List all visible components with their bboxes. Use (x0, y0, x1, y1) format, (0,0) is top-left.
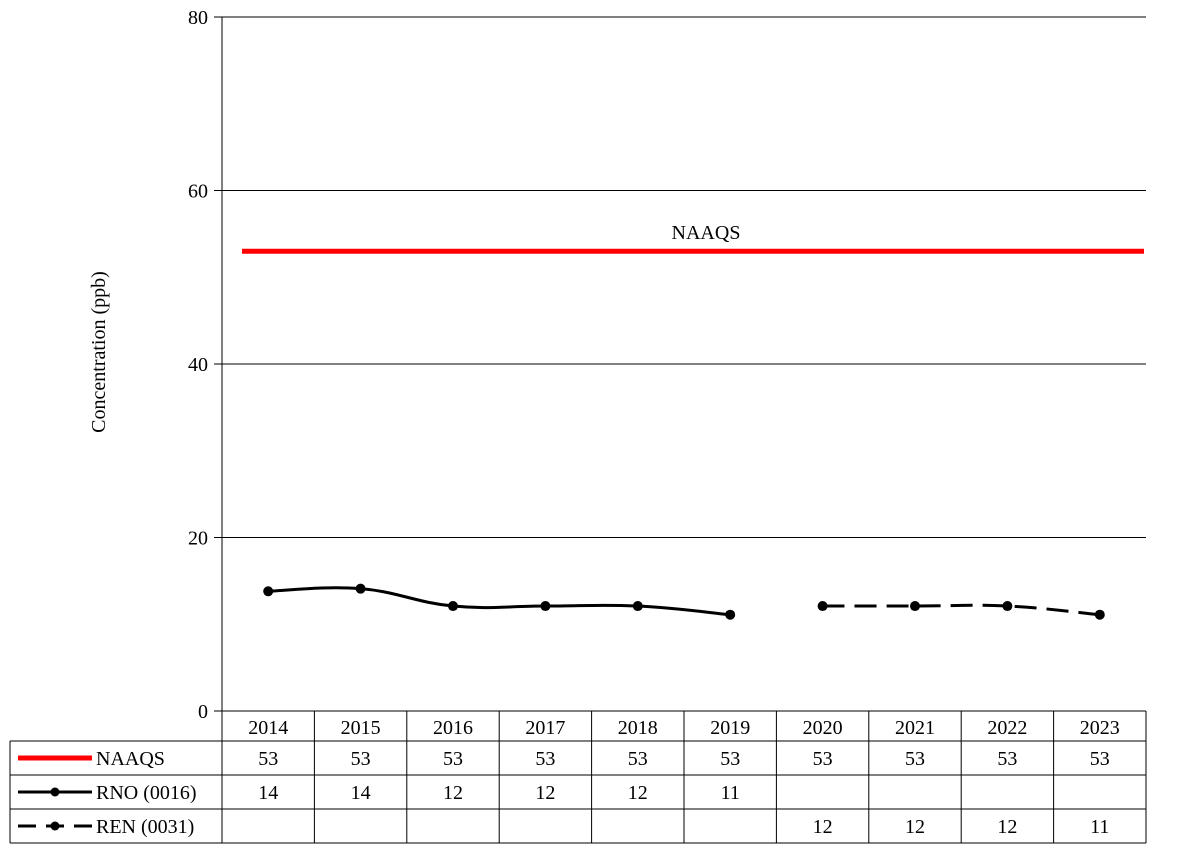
y-axis-label: Concentration (ppb) (88, 271, 110, 433)
data-point (540, 601, 551, 612)
series-line-2 (822, 603, 1100, 617)
x-tick-label: 2019 (710, 717, 750, 739)
data-point (817, 601, 828, 612)
x-tick-label: 2014 (248, 717, 288, 739)
data-point (1002, 601, 1013, 612)
y-tick-label: 40 (188, 354, 208, 376)
legend-label: RNO (0016) (96, 782, 197, 804)
x-tick-label: 2017 (525, 717, 565, 739)
data-label: 53 (813, 748, 833, 770)
data-point (725, 609, 736, 620)
data-label: 53 (720, 748, 740, 770)
y-tick-label: 20 (188, 528, 208, 550)
data-label: 12 (628, 782, 648, 804)
data-label: 14 (258, 782, 278, 804)
data-table: 2014 2015 2016 2017 2018 2019 2020 2021 2022 2023… (9, 710, 1147, 844)
gridlines (222, 16, 1146, 538)
y-tick-label: 60 (188, 181, 208, 203)
data-label: 11 (721, 782, 740, 804)
data-label: 53 (628, 748, 648, 770)
x-tick-label: 2023 (1080, 717, 1120, 739)
data-label: 53 (351, 748, 371, 770)
data-label: 53 (258, 748, 278, 770)
x-tick-label: 2016 (433, 717, 473, 739)
legend-label: REN (0031) (96, 816, 194, 838)
data-point (632, 601, 643, 612)
legend-label: NAAQS (96, 748, 165, 770)
data-label: 14 (351, 782, 371, 804)
data-point (355, 583, 366, 594)
data-label: 11 (1090, 816, 1109, 838)
data-label: 12 (443, 782, 463, 804)
data-point (448, 601, 458, 612)
data-label: 53 (997, 748, 1017, 770)
legend-marker (50, 787, 60, 797)
x-tick-label: 2015 (341, 717, 381, 739)
data-point (1094, 609, 1105, 620)
data-point (910, 601, 920, 612)
y-tick-label: 0 (198, 701, 208, 723)
data-label: 53 (905, 748, 925, 770)
data-label: 12 (813, 816, 833, 838)
x-tick-label: 2021 (895, 717, 935, 739)
data-label: 12 (905, 816, 925, 838)
data-label: 12 (535, 782, 555, 804)
data-label: 53 (1090, 748, 1110, 770)
data-label: 53 (535, 748, 555, 770)
x-tick-label: 2020 (803, 717, 843, 739)
data-label: 53 (443, 748, 463, 770)
data-point (263, 586, 274, 597)
naaqs-annotation: NAAQS (672, 222, 741, 244)
x-tick-label: 2022 (987, 717, 1027, 739)
x-tick-label: 2018 (618, 717, 658, 739)
plot-series: NAAQS (242, 222, 1144, 620)
series-line-1 (268, 586, 731, 617)
y-tick-label: 80 (188, 7, 208, 29)
y-axis: 0 20 40 60 80 (188, 7, 223, 723)
data-label: 12 (997, 816, 1017, 838)
legend-marker (50, 821, 60, 831)
